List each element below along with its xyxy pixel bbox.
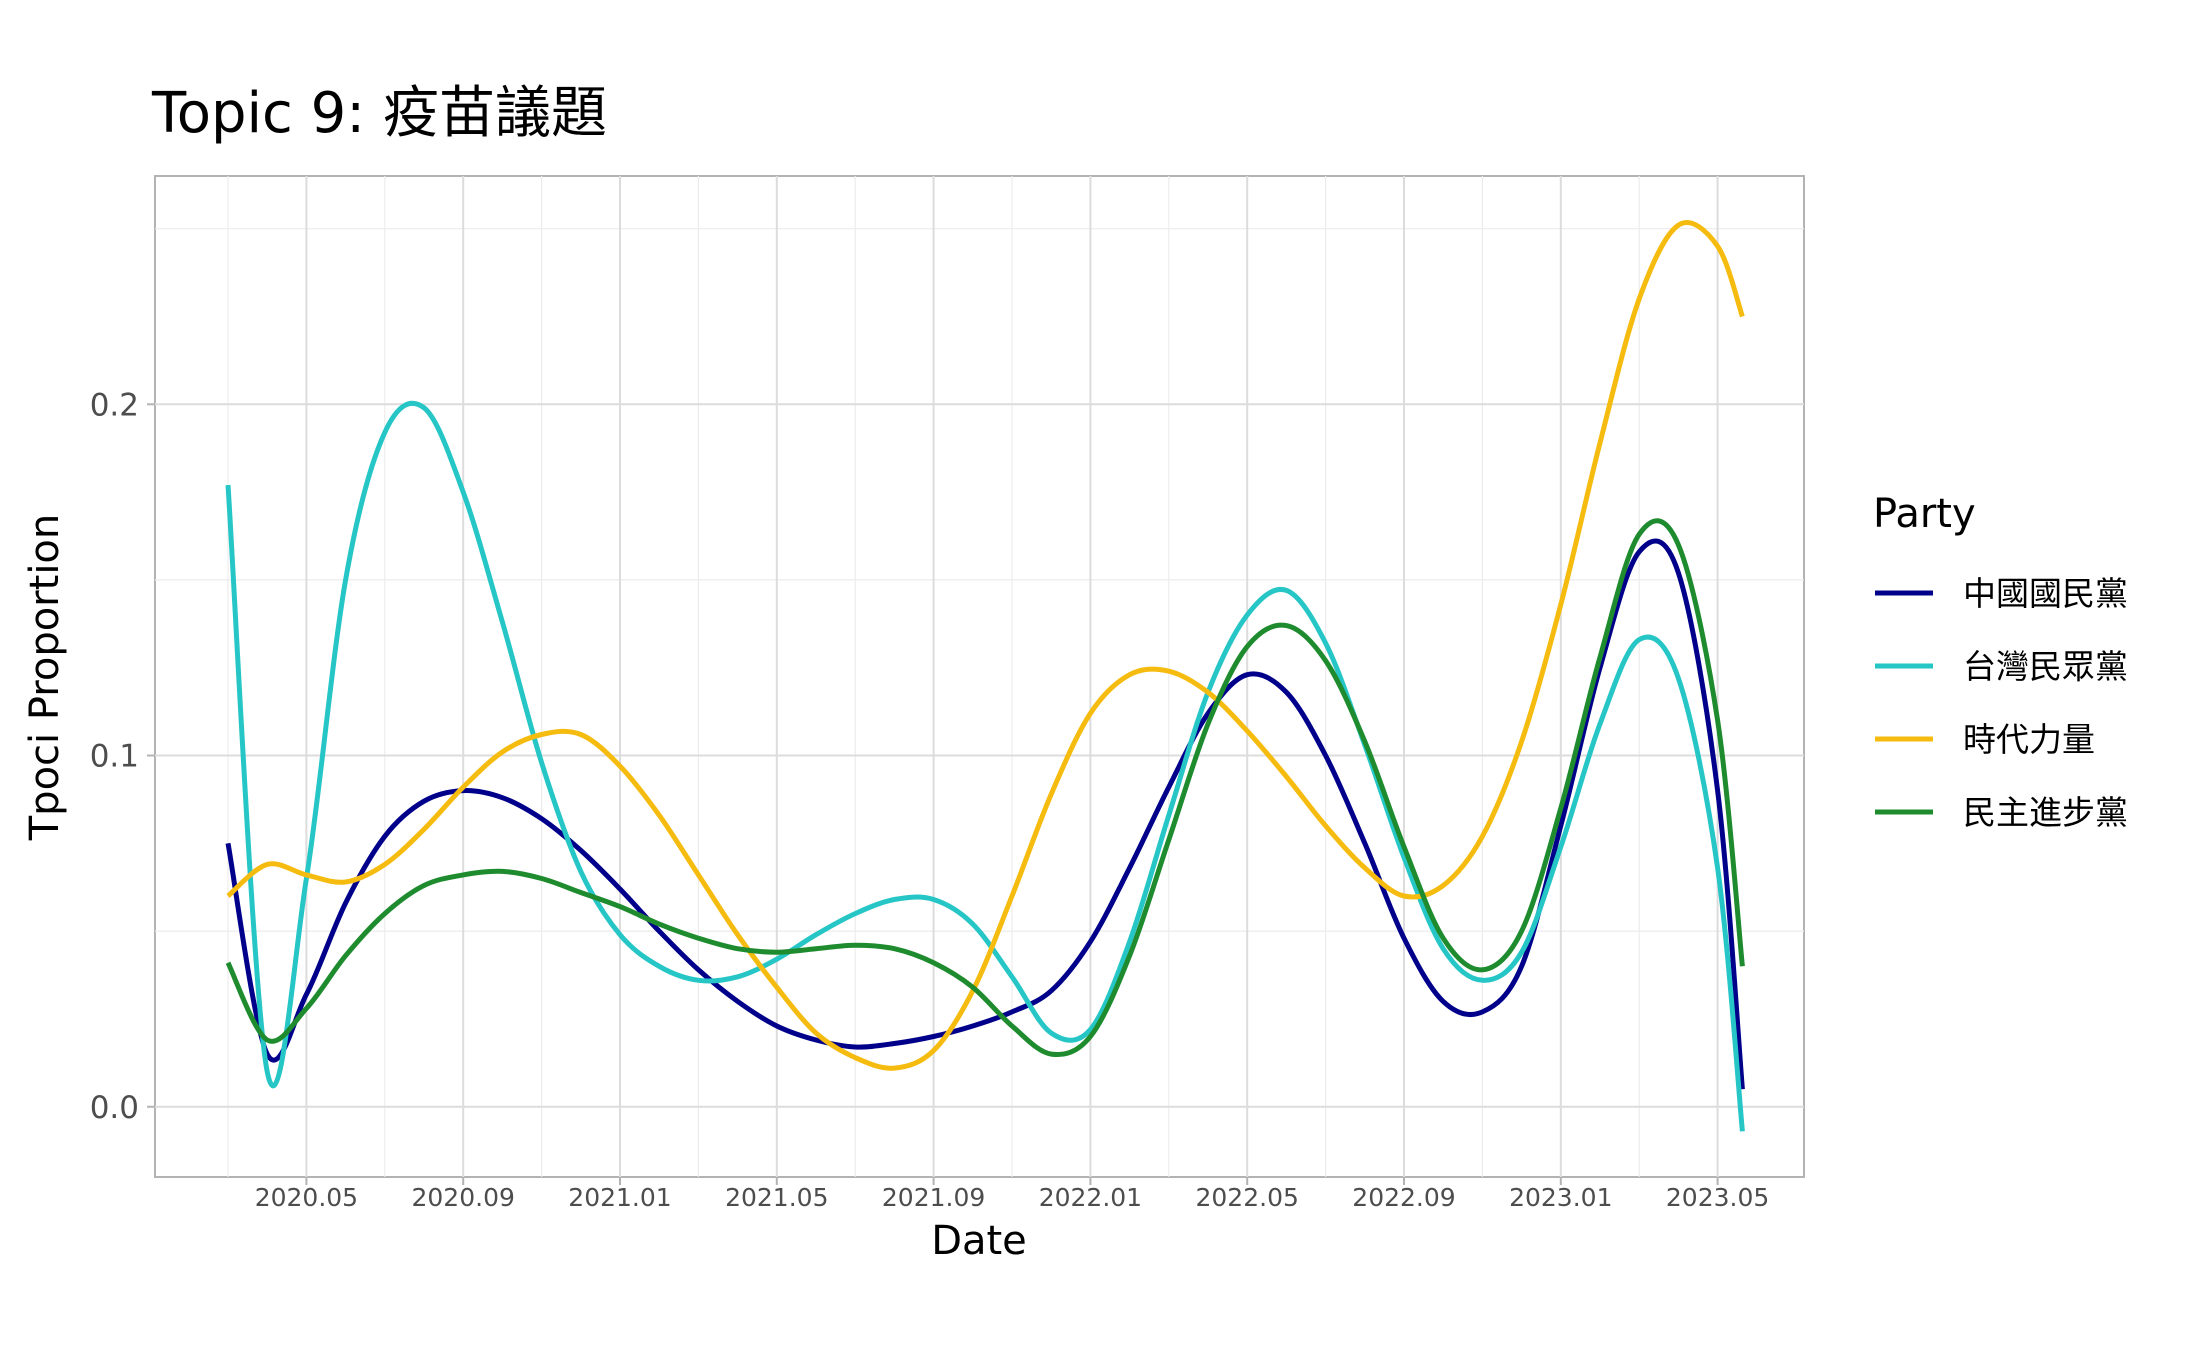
x-tick-label: 2022.01 [1039,1183,1142,1212]
legend-label-2: 台灣民眾黨 [1963,647,2128,686]
plot-panel [154,175,1805,1178]
x-tick-label: 2021.05 [725,1183,828,1212]
x-tick-label: 2020.09 [412,1183,515,1212]
x-tick-label: 2023.01 [1509,1183,1612,1212]
grid-minor [155,176,1804,1177]
series-line-4 [225,518,1745,1058]
x-tick-label: 2020.05 [255,1183,358,1212]
legend-title: Party [1873,491,1976,537]
x-tick-label: 2022.05 [1196,1183,1299,1212]
legend-label-1: 中國國民黨 [1963,574,2128,613]
x-tick-label: 2022.09 [1352,1183,1455,1212]
x-tick-label: 2021.09 [882,1183,985,1212]
y-tick-label: 0.0 [90,1090,139,1126]
legend-label-3: 時代力量 [1963,720,2095,759]
series-line-3 [226,220,1745,1071]
x-axis-title: Date [931,1218,1027,1264]
series-line-1 [225,538,1745,1090]
y-tick-label: 0.2 [90,387,139,423]
series-line-2 [225,400,1745,1132]
chart-title: Topic 9: 疫苗議題 [151,81,607,146]
y-tick-label: 0.1 [90,739,139,775]
y-axis-title: Tpoci Proportion [22,514,68,842]
x-tick-label: 2021.01 [568,1183,671,1212]
x-axis-ticks: 2020.05 2020.09 2021.01 2021.05 2021.09 2022.… [255,1177,1769,1212]
y-axis-ticks: 0.0 0.1 0.2 [90,387,155,1126]
legend-label-4: 民主進步黨 [1963,793,2128,832]
series-layer [225,220,1745,1132]
x-tick-label: 2023.05 [1666,1183,1769,1212]
